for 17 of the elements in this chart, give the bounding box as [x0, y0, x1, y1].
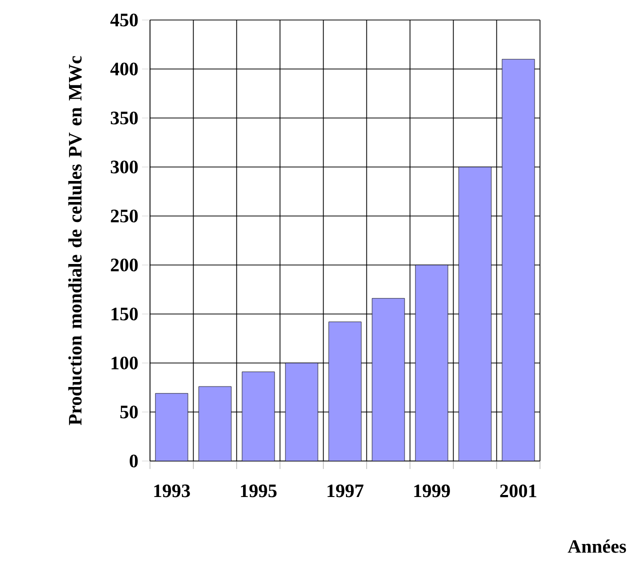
x-tick-label: 1993: [154, 484, 190, 498]
x-tick-label: 1995: [240, 484, 277, 498]
y-axis-title: Production mondiale de cellules PV en MWc: [68, 56, 82, 426]
y-tick-label: 450: [110, 14, 138, 26]
x-axis-title: Années: [568, 540, 626, 553]
y-tick-label: 350: [110, 112, 138, 124]
y-tick-label: 150: [112, 308, 138, 320]
x-tick-label: 2001: [500, 484, 536, 498]
y-tick-label: 300: [110, 160, 138, 174]
y-tick-label: 100: [112, 356, 138, 370]
x-tick-label: 1997: [328, 484, 364, 498]
y-tick-label: 400: [110, 62, 138, 76]
y-tick-label: 200: [110, 258, 138, 272]
y-tick-label: 0: [130, 454, 138, 468]
y-tick-label: 50: [120, 406, 138, 418]
x-tick-label: 1999: [414, 484, 450, 498]
y-tick-label: 250: [110, 210, 138, 222]
